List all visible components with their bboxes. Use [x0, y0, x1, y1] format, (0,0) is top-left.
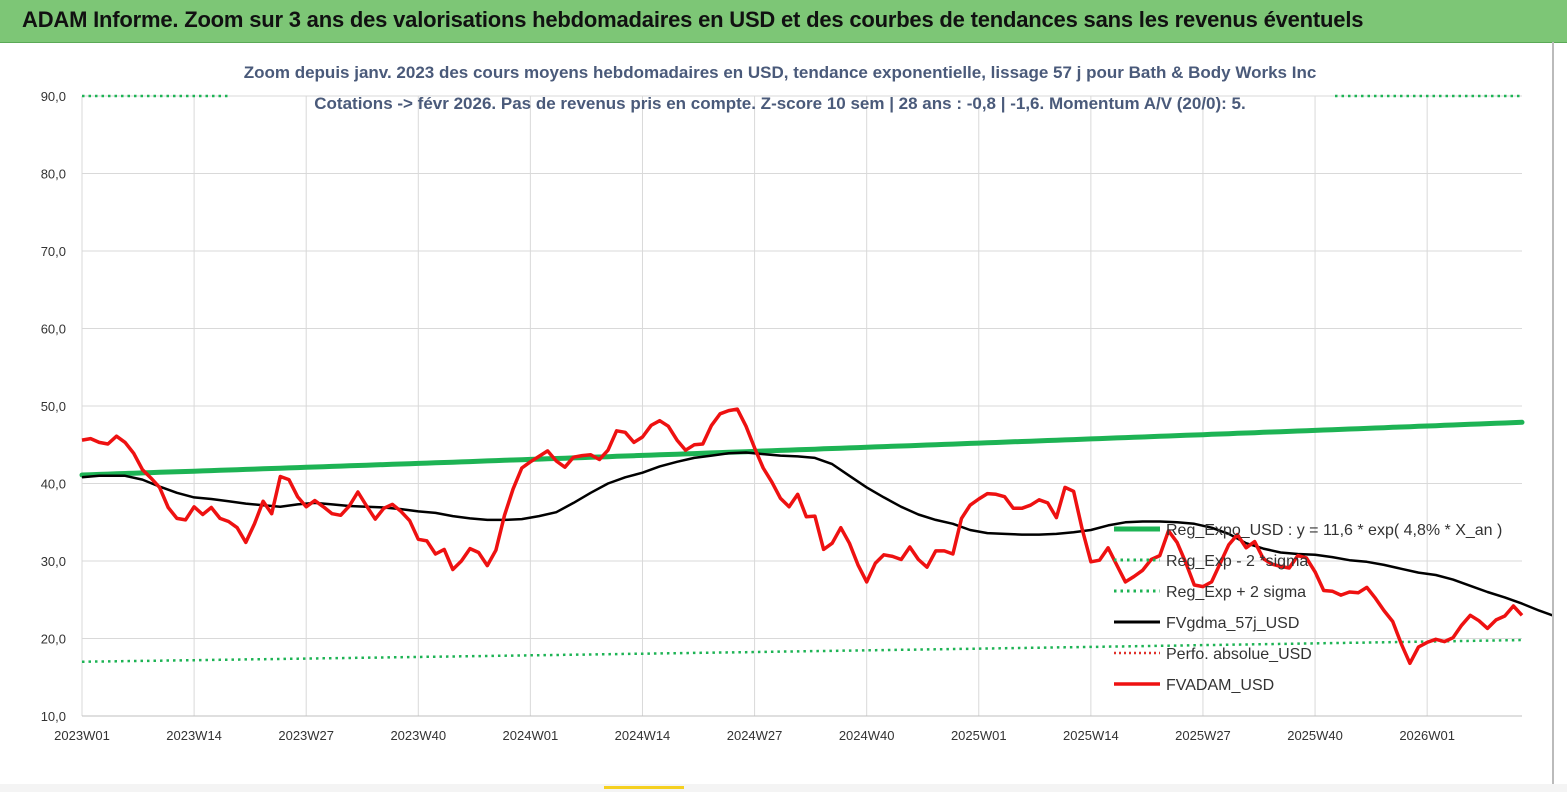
fvadam-line	[81, 407, 1524, 666]
chart-title: Zoom depuis janv. 2023 des cours moyens …	[244, 63, 1317, 82]
chart-subtitle: Cotations -> févr 2026. Pas de revenus p…	[314, 94, 1245, 113]
chart-legend: Reg_Expo_USD : y = 11,6 * exp( 4,8% * X_…	[1114, 522, 1502, 694]
legend-entry: Reg_Expo_USD : y = 11,6 * exp( 4,8% * X_…	[1166, 522, 1502, 539]
y-tick-label: 50,0	[41, 399, 66, 414]
report-header: ADAM Informe. Zoom sur 3 ans des valoris…	[0, 0, 1567, 43]
line-chart: 10,0 20,0 30,0 40,0 50,0 60,0 70,0 80,0 90,0 202…	[41, 63, 1552, 743]
fvgdma-57j-line	[81, 451, 1552, 617]
x-tick-label: 2023W27	[278, 728, 334, 743]
x-tick-label: 2024W27	[727, 728, 783, 743]
x-tick-label: 2024W14	[615, 728, 671, 743]
bottom-strip	[0, 784, 1567, 792]
y-tick-label: 30,0	[41, 554, 66, 569]
y-tick-label: 70,0	[41, 244, 66, 259]
x-tick-label: 2026W01	[1399, 728, 1455, 743]
legend-entry: Reg_Exp + 2 sigma	[1166, 584, 1306, 601]
x-tick-label: 2023W40	[390, 728, 446, 743]
legend-entry: FVADAM_USD	[1166, 677, 1274, 694]
chart-series	[79, 94, 1552, 666]
x-tick-label: 2023W14	[166, 728, 222, 743]
legend-entry: FVgdma_57j_USD	[1166, 615, 1299, 632]
legend-entry: Reg_Exp - 2 *sigma	[1166, 553, 1308, 570]
report-title: ADAM Informe. Zoom sur 3 ans des valoris…	[22, 7, 1364, 32]
x-tick-label: 2025W40	[1287, 728, 1343, 743]
legend-entry: Perfo. absolue_USD	[1166, 646, 1312, 663]
x-tick-label: 2025W14	[1063, 728, 1119, 743]
y-tick-label: 20,0	[41, 632, 66, 647]
x-axis-ticks: 2023W01 2023W14 2023W27 2023W40 2024W01 2024W…	[54, 728, 1455, 743]
y-tick-label: 10,0	[41, 709, 66, 724]
y-tick-label: 40,0	[41, 477, 66, 492]
x-tick-label: 2024W40	[839, 728, 895, 743]
bottom-accent-mark	[604, 786, 684, 789]
trend-line	[79, 419, 1525, 478]
x-tick-label: 2024W01	[503, 728, 559, 743]
chart-frame: 10,0 20,0 30,0 40,0 50,0 60,0 70,0 80,0 90,0 202…	[0, 42, 1554, 784]
y-tick-label: 60,0	[41, 322, 66, 337]
x-tick-label: 2025W27	[1175, 728, 1231, 743]
y-tick-label: 80,0	[41, 167, 66, 182]
x-tick-label: 2025W01	[951, 728, 1007, 743]
y-tick-label: 90,0	[41, 89, 66, 104]
x-tick-label: 2023W01	[54, 728, 110, 743]
chart-grid	[81, 95, 1522, 717]
y-axis-ticks: 10,0 20,0 30,0 40,0 50,0 60,0 70,0 80,0 90,0	[41, 89, 66, 724]
